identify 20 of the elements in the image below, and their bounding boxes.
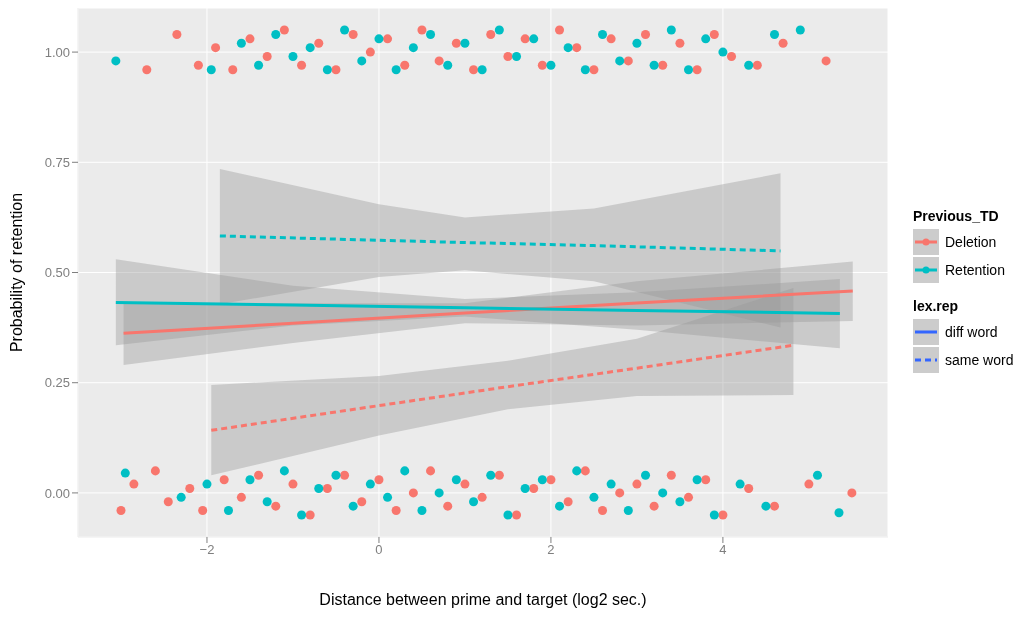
line-series xyxy=(114,300,842,315)
line-series xyxy=(218,234,783,253)
y-tick-label: 0.75 xyxy=(44,154,70,170)
text: diff word xyxy=(945,324,998,340)
text: lex.rep xyxy=(913,298,960,314)
x-tick-label: 0 xyxy=(375,542,383,558)
y-tick-label: 0.50 xyxy=(44,265,70,281)
y-axis-title: Probability of retention xyxy=(7,192,25,353)
x-axis-title: Distance between prime and target (log2 sec.) xyxy=(319,591,647,608)
legend-title: Previous_TD xyxy=(913,208,1000,224)
y-tick-label: 1.00 xyxy=(44,44,70,60)
text: same word xyxy=(945,352,1014,368)
x-tick-label: −2 xyxy=(199,542,215,558)
line-series xyxy=(122,289,855,335)
y-tick-label: 0.25 xyxy=(44,375,70,391)
legend-label: Retention xyxy=(945,262,1005,278)
x-tick-label: 4 xyxy=(719,542,727,558)
y-tick-label: 0.00 xyxy=(44,485,70,501)
legend-label: Deletion xyxy=(945,234,997,250)
x-tick-label: 2 xyxy=(547,542,555,558)
